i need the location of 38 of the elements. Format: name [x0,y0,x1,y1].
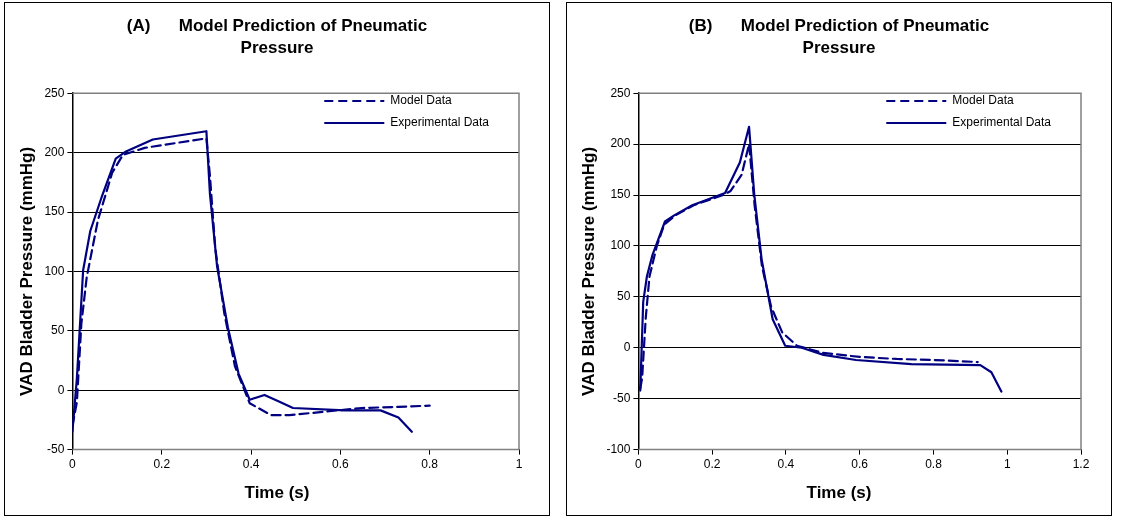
x-axis-title: Time (s) [243,483,311,503]
x-tick-label: 0.2 [703,457,721,472]
legend-label: Experimental Data [952,115,1052,130]
y-tick-label: 0 [57,382,65,397]
y-tick-label: 50 [617,289,631,304]
x-tick-label: 0 [635,457,643,472]
legend-label: Model Data [952,93,1014,108]
y-tick-label: 150 [44,204,65,219]
x-tick-label: 0.4 [777,457,795,472]
chart-title: (A) Model Prediction of Pneumatic Pressure [125,15,429,59]
x-axis-title: Time (s) [805,483,873,503]
y-tick-label: 150 [610,187,631,202]
x-tick-label: 0.6 [332,457,350,472]
x-tick-label: 0.2 [153,457,171,472]
y-axis-title: VAD Bladder Pressure (mmHg) [578,146,598,396]
x-tick-label: 0.8 [421,457,439,472]
y-tick-label: 100 [610,238,631,253]
y-tick-label: 250 [44,85,65,100]
y-axis-title: VAD Bladder Pressure (mmHg) [16,146,36,396]
y-tick-label: 50 [51,323,65,338]
y-tick-label: -50 [613,391,631,405]
y-tick-label: -100 [606,441,631,456]
y-tick-label: 200 [610,136,631,151]
x-tick-label: 1 [515,457,523,472]
y-tick-label: 250 [610,85,631,100]
legend-label: Experimental Data [390,115,490,130]
x-tick-label: 0.6 [851,457,869,472]
x-tick-label: 1 [1003,457,1011,472]
legend-label: Model Data [390,93,452,108]
x-tick-label: 0.8 [925,457,943,472]
x-tick-label: 0 [69,457,77,472]
x-tick-label: 1.2 [1072,457,1090,472]
y-tick-label: 100 [44,263,65,278]
y-tick-label: -50 [47,441,65,456]
y-tick-label: 0 [623,340,631,355]
y-tick-label: 200 [44,144,65,159]
x-tick-label: 0.4 [242,457,260,472]
chart-title: (B) Model Prediction of Pneumatic Pressure [687,15,991,59]
